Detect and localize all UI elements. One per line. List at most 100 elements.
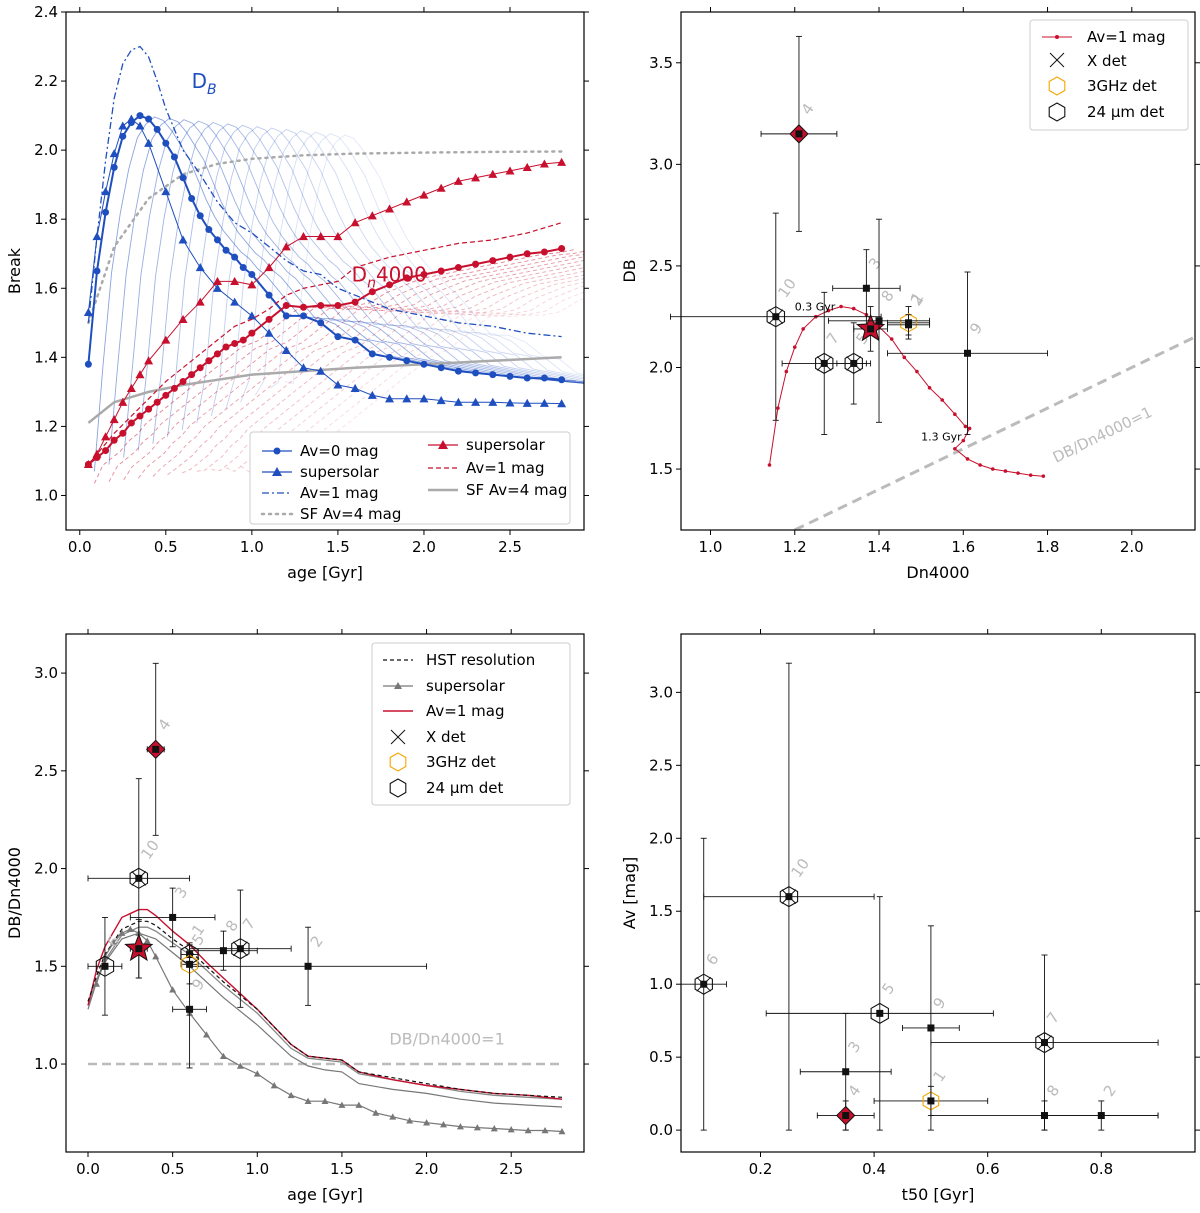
db-supersolar-marker <box>230 297 240 306</box>
dn-av1-line <box>87 222 562 465</box>
y-tick-label: 2.0 <box>649 829 673 847</box>
square-marker <box>1040 1039 1048 1047</box>
dn-model-family-line <box>240 281 584 473</box>
av1-track-marker <box>953 446 957 451</box>
db-av0-marker <box>506 372 514 380</box>
dn-av0-marker <box>334 302 342 310</box>
legend-marker <box>273 447 281 455</box>
point-label: 4 <box>797 100 817 118</box>
point-label: 7 <box>1043 1009 1063 1027</box>
dn-supersolar-marker <box>101 432 111 441</box>
y-tick-label: 2.2 <box>34 72 58 90</box>
dn-supersolar-marker <box>453 176 463 185</box>
av1-track-marker <box>889 337 894 341</box>
dn-av0-marker <box>523 250 531 258</box>
db-av0-marker <box>102 208 110 216</box>
y-axis-label: DB <box>620 259 639 282</box>
legend-label: X det <box>426 728 466 746</box>
supersolar-marker <box>372 1109 380 1116</box>
age-annotation-young: 0.3 Gyr <box>795 301 836 314</box>
supersolar-marker <box>321 1097 329 1104</box>
one-to-one-label: DB/Dn4000=1 <box>389 1029 504 1048</box>
db-av0-marker <box>213 236 221 244</box>
mips-hexagon <box>779 885 799 908</box>
dn-av0-marker <box>119 429 127 437</box>
db-av1-line <box>87 45 562 338</box>
data-point-9: 9 <box>172 950 208 1069</box>
supersolar-marker <box>143 937 151 944</box>
supersolar-marker <box>389 1113 397 1120</box>
db-supersolar-marker <box>385 394 395 403</box>
y-tick-label: 0.5 <box>649 1048 673 1066</box>
legend-label: Av=1 mag <box>426 702 504 720</box>
mips-hexagon <box>815 352 834 375</box>
legend-marker <box>438 440 448 449</box>
square-marker <box>842 1112 850 1120</box>
dn-model-family-line <box>182 267 584 474</box>
db-av0-marker <box>386 353 394 361</box>
point-label: 1 <box>929 1067 949 1085</box>
point-label: 7 <box>823 330 843 348</box>
square-marker <box>772 313 780 321</box>
data-point-10: 10 <box>703 662 875 1131</box>
dn-supersolar-marker <box>367 211 377 220</box>
supersolar-marker <box>541 1126 549 1134</box>
dn-supersolar-marker <box>402 197 412 206</box>
square-marker <box>135 874 143 882</box>
x-axis-label: age [Gyr] <box>287 563 363 582</box>
lower-model-line <box>87 932 563 1108</box>
dn-av0-marker <box>239 336 247 344</box>
av1-track-marker <box>902 355 907 360</box>
db-supersolar-marker <box>247 311 257 320</box>
db-annotation: DB <box>192 69 217 98</box>
dn-model-family-line <box>137 256 584 479</box>
av1-track-marker <box>967 426 972 431</box>
db-supersolar-marker <box>350 383 360 393</box>
dn-supersolar-marker <box>161 335 171 344</box>
db-supersolar-marker <box>161 187 171 196</box>
dn-model-family-line <box>123 254 584 481</box>
square-marker <box>219 947 227 955</box>
square-marker <box>135 945 143 953</box>
dn-av0-marker <box>299 303 307 311</box>
dn-av0-marker <box>170 384 178 392</box>
data-point-8: 8 <box>930 1082 1159 1131</box>
av1-track-marker <box>940 398 945 402</box>
x-axis-label: age [Gyr] <box>287 1185 363 1204</box>
x-tick-label: 1.0 <box>699 538 723 556</box>
db-supersolar-marker <box>195 263 205 272</box>
legend-label: supersolar <box>426 677 506 695</box>
panel-break-vs-age: 0.0 0.5 1.0 1.5 2.0 2.5 1.0 1.2 1.4 1.6 1.8 2.0 2.2 2… <box>5 3 589 582</box>
av1-track-marker <box>963 424 968 429</box>
dn-av0-marker <box>136 412 144 420</box>
dn-supersolar-marker <box>109 414 119 424</box>
legend-mips-hexagon <box>1048 102 1066 122</box>
db-av0-marker <box>282 312 290 320</box>
x-tick-label: 2.0 <box>1120 538 1144 556</box>
dn-model-family-line <box>225 278 584 472</box>
av1-track-marker <box>801 327 805 331</box>
db-supersolar-marker <box>419 394 429 403</box>
av1-track-marker <box>767 463 772 467</box>
supersolar-marker <box>253 1070 261 1077</box>
db-model-family-line <box>269 133 584 389</box>
x-axis-label: Dn4000 <box>906 563 969 582</box>
data-point-2: 2 <box>1044 1082 1159 1131</box>
dn-supersolar-marker <box>522 162 532 171</box>
x-tick-label: 1.5 <box>330 1160 354 1178</box>
db-supersolar-marker <box>505 398 515 407</box>
y-tick-label: 1.6 <box>34 279 58 297</box>
supersolar-marker <box>152 953 160 960</box>
square-marker <box>963 349 971 357</box>
legend-marker <box>272 467 282 476</box>
axes-frame <box>65 633 585 1153</box>
data-point-4: 4 <box>816 1082 875 1131</box>
db-av0-marker <box>299 312 307 320</box>
dn-model-family-line <box>284 298 584 475</box>
av1-track-marker <box>826 308 831 313</box>
y-tick-label: 1.0 <box>649 975 673 993</box>
dn-supersolar-marker <box>195 297 205 306</box>
av1-track-marker <box>1016 471 1020 475</box>
dn-av0-marker <box>248 329 256 337</box>
point-label: 10 <box>137 837 163 863</box>
